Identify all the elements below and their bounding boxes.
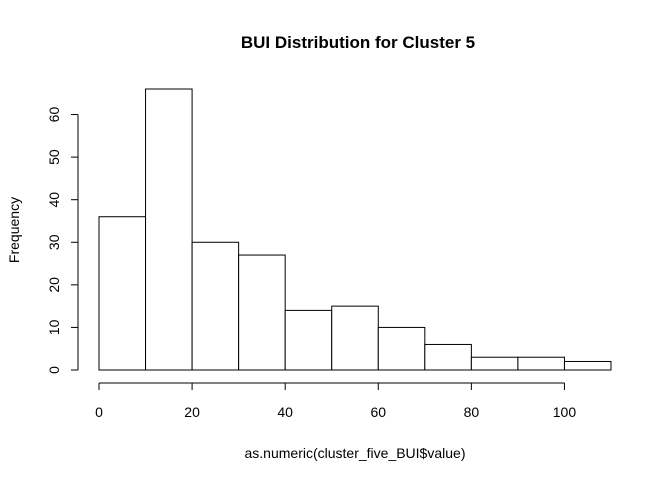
y-tick-label: 0 (46, 366, 62, 374)
chart-title: BUI Distribution for Cluster 5 (241, 33, 475, 52)
y-tick-label: 10 (46, 319, 62, 335)
histogram-bar (424, 343, 472, 371)
bars-group (98, 88, 612, 371)
histogram-bar (331, 305, 379, 371)
y-tick-label: 40 (46, 192, 62, 208)
x-axis: 0 20 40 60 80 100 (95, 382, 577, 420)
y-tick-label: 60 (46, 107, 62, 123)
y-tick-label: 30 (46, 234, 62, 250)
y-tick-label: 50 (46, 149, 62, 165)
histogram-bar (470, 356, 519, 371)
x-tick-label: 40 (277, 404, 293, 420)
histogram-bar (191, 241, 240, 371)
x-tick-label: 0 (95, 404, 103, 420)
histogram-bar (517, 356, 565, 371)
histogram-bar (238, 254, 286, 371)
x-axis-label: as.numeric(cluster_five_BUI$value) (245, 445, 466, 461)
y-tick-label: 20 (46, 277, 62, 293)
histogram-bar (284, 309, 333, 371)
x-tick-label: 20 (184, 404, 200, 420)
x-tick-label: 100 (553, 404, 577, 420)
y-axis-label: Frequency (6, 197, 22, 263)
histogram-bar (145, 88, 193, 371)
histogram-bar (377, 326, 426, 371)
histogram-bar (563, 360, 612, 371)
y-axis: 0 10 20 30 40 50 60 (46, 107, 79, 374)
x-tick-label: 80 (464, 404, 480, 420)
x-tick-label: 60 (370, 404, 386, 420)
histogram-bar (98, 216, 147, 371)
